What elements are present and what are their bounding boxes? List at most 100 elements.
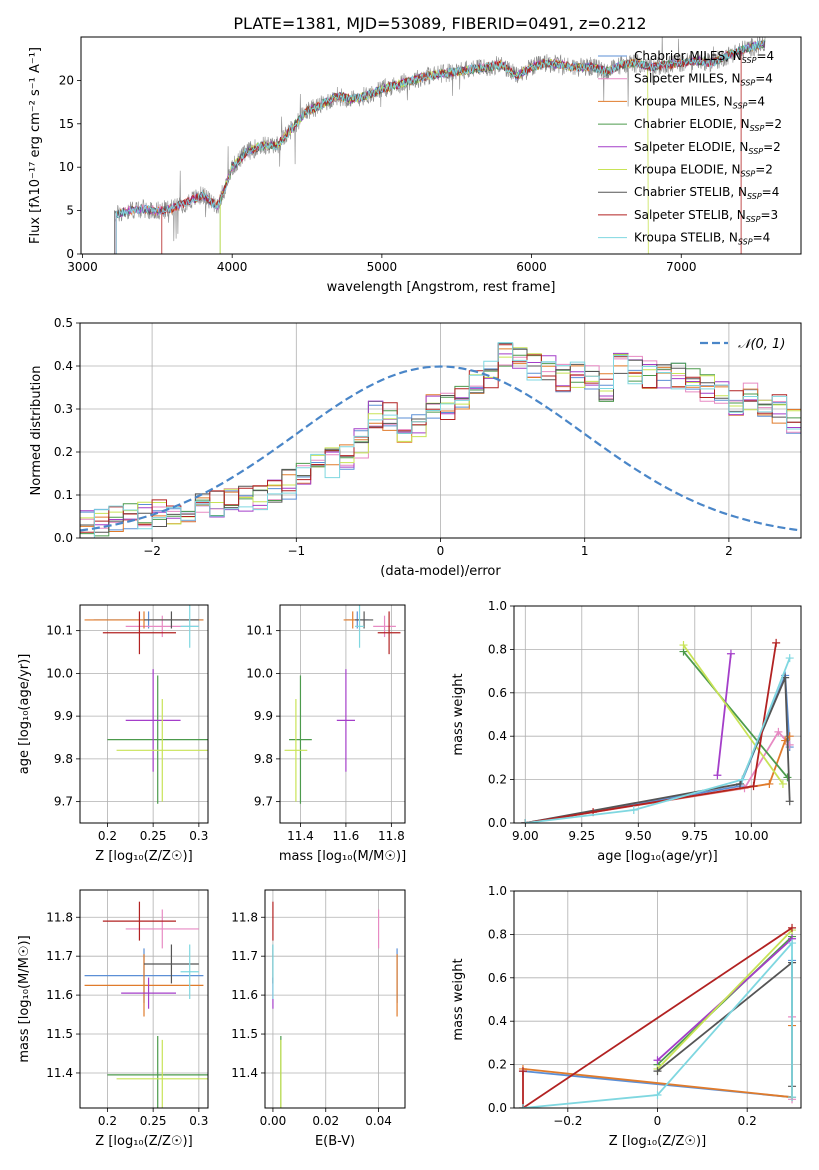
weights-marker xyxy=(629,805,638,814)
age_vs_Z-xtick-label: 0.2 xyxy=(98,829,117,843)
legend-suffix: =3 xyxy=(760,208,778,222)
legend-label: Kroupa STELIB, N xyxy=(634,231,738,245)
legend-subscript: SSP xyxy=(741,170,756,179)
weights-salpeter-elodie xyxy=(713,649,735,780)
residual_histogram-ytick-label: 0.3 xyxy=(54,402,73,416)
spectrum-ytick-label: 0 xyxy=(66,247,74,261)
errorbar-chabrier-elodie xyxy=(289,675,312,804)
mass_vs_EBV-xtick-label: 0.00 xyxy=(260,1114,287,1128)
mass_vs_Z-xtick-label: 0.25 xyxy=(140,1114,167,1128)
mass_weight_vs_Z-xlabel: Z [log₁₀(Z/Z☉)] xyxy=(609,1134,706,1149)
mass_weight_vs_age-xtick-label: 9.75 xyxy=(681,829,708,843)
mass_weight_vs_age-ytick-label: 0.0 xyxy=(488,816,507,830)
spectrum-model-kroupa-stelib xyxy=(115,39,765,254)
spectrum-panel: 3000 4000 5000 6000 7000 0 5 10 15 20 wavelength [… xyxy=(28,36,802,295)
mass_weight_vs_Z-xtick-label: 0.2 xyxy=(738,1114,757,1128)
mass_vs_Z-ytick-label: 11.6 xyxy=(46,988,73,1002)
age_vs_mass-frame xyxy=(279,604,406,824)
mass_vs_Z-plot-area xyxy=(84,901,208,1108)
weights-marker xyxy=(785,797,794,806)
mass_vs_Z-xlabel: Z [log₁₀(Z/Z☉)] xyxy=(95,1134,192,1149)
spectrum-ylabel: Flux [fλ10⁻¹⁷ erg cm⁻² s⁻¹ A⁻¹] xyxy=(28,47,43,244)
legend-suffix: =4 xyxy=(753,231,771,245)
mass_weight_vs_Z-ytick-label: 0.2 xyxy=(488,1058,507,1072)
mass_weight_vs_Z-frame xyxy=(513,890,802,1109)
spectrum-ytick-label: 5 xyxy=(66,204,74,218)
residual_histogram-ylabel: Normed distribution xyxy=(29,366,44,496)
residual_histogram-plot-area xyxy=(80,342,801,538)
residual_histogram-frame xyxy=(79,322,802,539)
mass_vs_Z-panel: 0.2 0.25 0.3 11.4 11.5 11.6 11.7 11.8 Z [log₁₀(Z… xyxy=(17,889,209,1149)
legend-entry: Kroupa STELIB, NSSP=4 xyxy=(634,231,770,247)
residual_histogram-ytick-label: 0.2 xyxy=(54,445,73,459)
legend-suffix: =2 xyxy=(755,163,773,177)
histogram-salpeter-elodie xyxy=(80,352,801,526)
mass_weight_vs_Z-xtick-label: 0 xyxy=(654,1114,662,1128)
legend-label: Salpeter ELODIE, N xyxy=(634,140,748,154)
spectrum-xtick-label: 5000 xyxy=(367,260,398,274)
spectrum-xtick-label: 4000 xyxy=(217,260,248,274)
errorbar-kroupa-elodie xyxy=(284,699,308,802)
mass_weight_vs_Z-ytick-label: 0.0 xyxy=(488,1101,507,1115)
legend-subscript: SSP xyxy=(748,147,763,156)
legend-suffix: =2 xyxy=(763,140,781,154)
mass_weight_vs_age-plot-area xyxy=(521,638,794,823)
legend-subscript: SSP xyxy=(746,215,761,224)
figure-title: PLATE=1381, MJD=53089, FIBERID=0491, z=0… xyxy=(233,14,646,33)
legend-subscript: SSP xyxy=(733,101,748,110)
age_vs_Z-xtick-label: 0.25 xyxy=(140,829,167,843)
residual_histogram-ytick-label: 0.4 xyxy=(54,359,73,373)
legend-label: Chabrier ELODIE, N xyxy=(634,117,750,131)
weights-line xyxy=(656,960,793,1087)
legend-entry: Chabrier MILES, NSSP=4 xyxy=(634,49,774,65)
age_vs_Z-ytick-label: 10.1 xyxy=(46,624,73,638)
spectrum-xlabel: wavelength [Angstrom, rest frame] xyxy=(327,280,556,295)
age_vs_mass-xtick-label: 11.8 xyxy=(378,829,405,843)
residual_histogram-xlabel: (data-model)/error xyxy=(380,564,501,579)
weights-kroupa-stelib xyxy=(521,654,794,823)
errorbar-salpeter-stelib xyxy=(102,901,176,941)
weights-marker xyxy=(778,779,787,788)
mass_weight_vs_Z-plot-area xyxy=(518,923,797,1108)
mass_vs_Z-xtick-label: 0.2 xyxy=(98,1114,117,1128)
weights-marker xyxy=(713,771,722,780)
errorbar-salpeter-stelib xyxy=(377,611,401,655)
mass_vs_EBV-grid xyxy=(265,890,405,1108)
spectrum-ytick-label: 15 xyxy=(59,117,74,131)
mass_vs_Z-frame xyxy=(79,889,209,1109)
legend-suffix: =4 xyxy=(747,94,765,108)
weights-marker xyxy=(726,649,735,658)
errorbar-chabrier-stelib xyxy=(144,944,199,984)
age_vs_Z-xlabel: Z [log₁₀(Z/Z☉)] xyxy=(95,849,192,864)
weights-marker xyxy=(788,939,797,948)
weights-salpeter-stelib xyxy=(521,638,781,823)
legend-subscript: SSP xyxy=(741,79,756,88)
age_vs_mass-ytick-label: 10.1 xyxy=(246,624,273,638)
spectrum-ytick-label: 10 xyxy=(59,160,74,174)
mass_weight_vs_Z-ytick-label: 1.0 xyxy=(488,884,507,898)
age_vs_mass-ytick-label: 10.0 xyxy=(246,666,273,680)
histogram-kroupa-stelib xyxy=(80,342,801,538)
weights-marker xyxy=(788,923,797,932)
mass_weight_vs_age-ytick-label: 1.0 xyxy=(488,599,507,613)
histogram-kroupa-elodie xyxy=(80,347,801,525)
mass_vs_EBV-ytick-label: 11.5 xyxy=(231,1027,258,1041)
age_vs_Z-xtick-label: 0.3 xyxy=(189,829,208,843)
mass_weight_vs_Z-xtick-label: −0.2 xyxy=(553,1114,582,1128)
age_vs_Z-ytick-label: 9.8 xyxy=(54,752,73,766)
legend-entry: Salpeter MILES, NSSP=4 xyxy=(634,72,773,88)
mass_weight_vs_Z-ylabel: mass weight xyxy=(451,958,466,1040)
legend-entry: Chabrier ELODIE, NSSP=2 xyxy=(634,117,782,133)
residual_histogram-xtick-label: 2 xyxy=(725,544,733,558)
weights-chabrier-stelib xyxy=(653,958,797,1091)
errorbar-kroupa-miles xyxy=(84,954,204,1017)
weights-marker xyxy=(653,1090,662,1099)
weights-marker xyxy=(518,1104,527,1108)
mass_vs_EBV-panel: 0.00 0.02 0.04 11.4 11.5 11.6 11.7 11.8 E(B-V) xyxy=(231,889,406,1149)
mass_weight_vs_Z-ytick-label: 0.8 xyxy=(488,927,507,941)
weights-line xyxy=(525,642,777,823)
spectrum-xtick-label: 7000 xyxy=(666,260,697,274)
weights-line xyxy=(522,940,793,1108)
legend-suffix: =2 xyxy=(764,117,782,131)
mass_weight_vs_Z-panel: −0.2 0 0.2 0.0 0.2 0.4 0.6 0.8 1.0 Z [log₁₀(Z/Z☉)… xyxy=(451,884,802,1149)
